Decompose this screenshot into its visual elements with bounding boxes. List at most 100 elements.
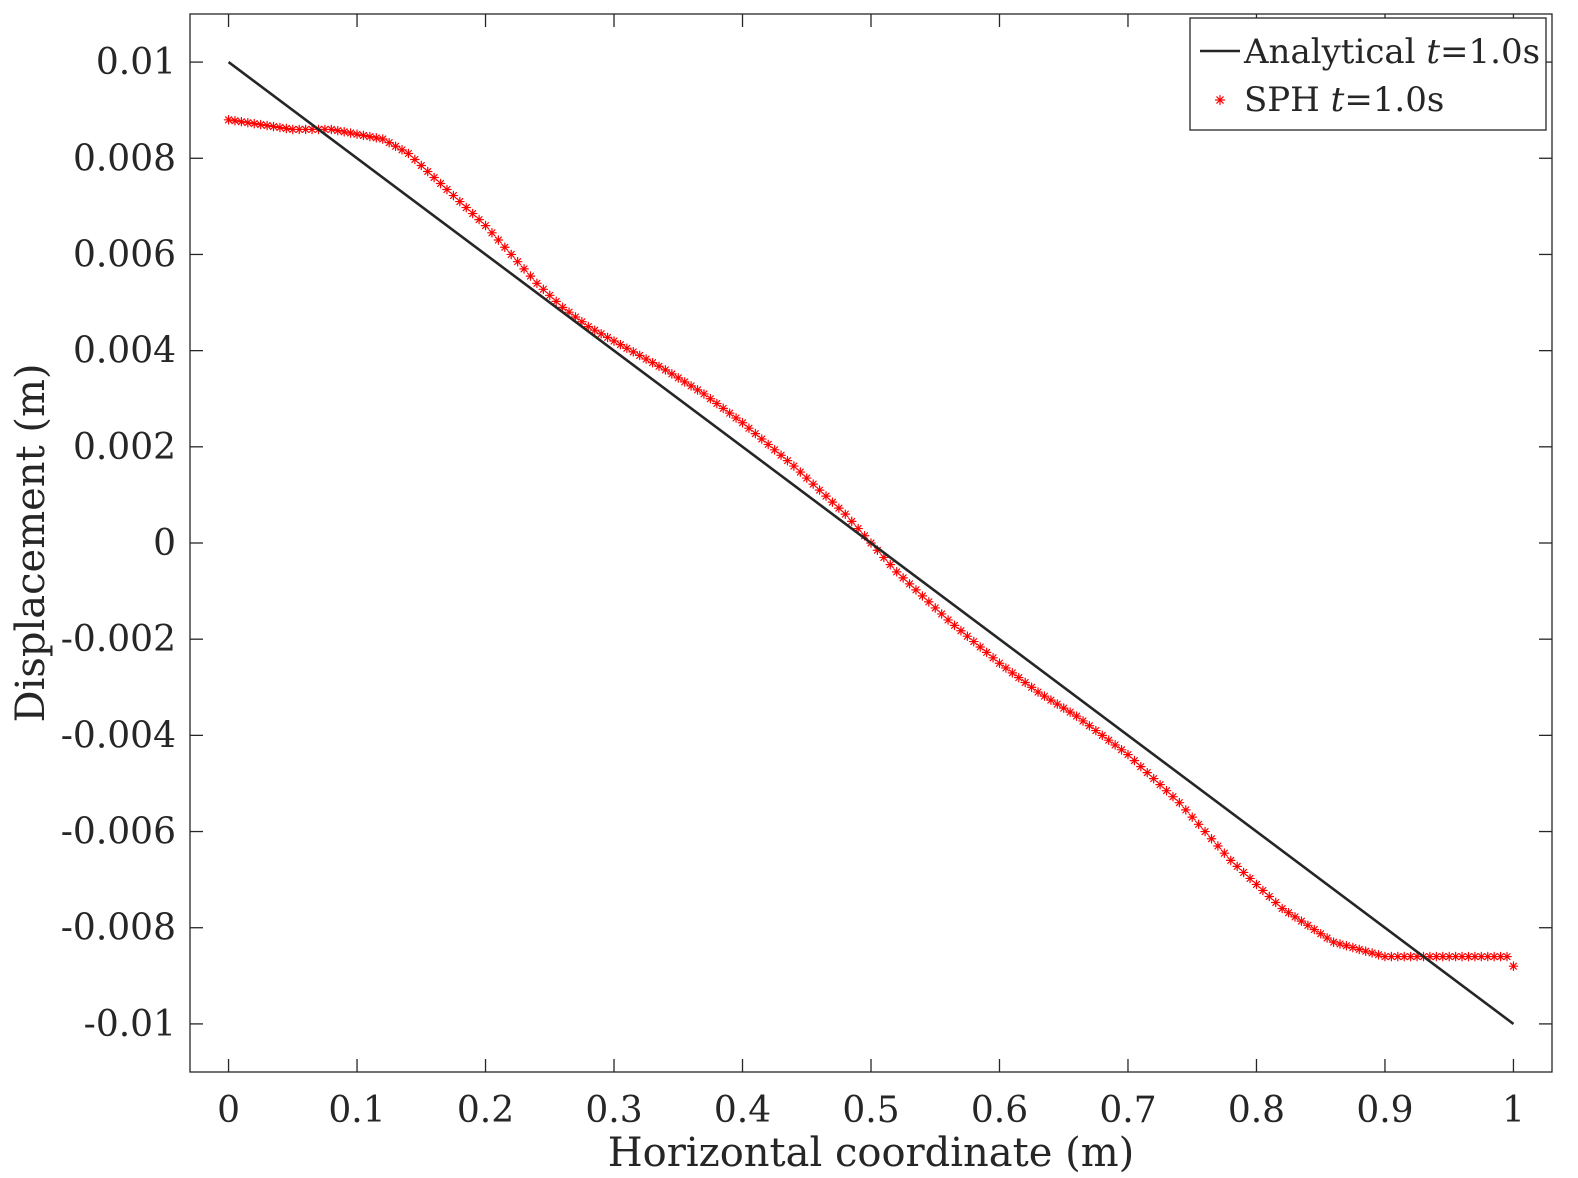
sph-point	[1264, 891, 1275, 902]
sph-point	[249, 118, 260, 129]
sph-point	[705, 393, 716, 404]
sph-point	[1437, 951, 1448, 962]
y-axis-ticks: -0.01 -0.008 -0.006 -0.004 -0.002 0 0.002 0.004…	[61, 42, 1552, 1045]
sph-point	[345, 128, 356, 138]
sph-point	[1489, 951, 1499, 962]
sph-point	[1341, 940, 1352, 951]
sph-point	[1206, 833, 1217, 844]
sph-point	[827, 497, 838, 507]
sph-point	[956, 625, 966, 636]
sph-point	[390, 141, 401, 152]
sph-point	[647, 357, 658, 368]
sph-point	[673, 373, 684, 383]
sph-point	[1007, 668, 1018, 678]
sph-point	[371, 133, 382, 143]
sph-point	[1078, 716, 1088, 726]
sph-point	[789, 461, 799, 471]
sph-point	[255, 119, 266, 130]
sph-point	[435, 178, 446, 189]
sph-point	[885, 559, 896, 570]
legend-analytical-prefix: Analytical	[1243, 32, 1426, 72]
sph-point	[1065, 707, 1075, 717]
sph-point	[634, 350, 645, 361]
sph-point	[352, 129, 362, 140]
y-tick-label: -0.006	[61, 812, 176, 853]
sph-point	[589, 325, 600, 335]
sph-point	[943, 615, 953, 625]
sph-point	[1181, 805, 1191, 815]
sph-point	[1187, 812, 1198, 822]
sph-point	[1444, 951, 1455, 962]
sph-point	[1225, 855, 1236, 866]
sph-point	[519, 264, 529, 274]
sph-point	[461, 202, 472, 213]
sph-point	[1482, 951, 1493, 962]
sph-point	[467, 208, 478, 219]
sph-point	[1450, 951, 1461, 962]
sph-point	[1251, 879, 1262, 890]
x-tick-label: 0.9	[1356, 1090, 1413, 1131]
x-tick-label: 0.5	[842, 1090, 899, 1131]
sph-point	[1213, 841, 1223, 851]
legend-marker-swatch	[1214, 94, 1226, 106]
sph-point	[1309, 924, 1320, 935]
sph-point	[544, 290, 555, 301]
sph-point	[731, 413, 741, 423]
sph-point	[795, 467, 806, 477]
x-tick-label: 0.2	[457, 1090, 514, 1131]
sph-point	[1238, 867, 1249, 878]
sph-point	[814, 485, 825, 495]
sph-point	[981, 647, 992, 658]
sph-point	[1348, 942, 1358, 953]
x-tick-label: 0	[217, 1090, 240, 1131]
sph-point	[243, 117, 253, 128]
x-tick-label: 0.6	[971, 1090, 1028, 1131]
sph-point	[615, 339, 626, 350]
analytical-line	[227, 61, 1515, 1025]
y-tick-label: 0.006	[73, 234, 176, 275]
y-tick-label: 0	[153, 523, 176, 564]
sph-point	[422, 166, 433, 177]
x-axis-ticks: 0 0.1 0.2 0.3 0.4 0.5 0.6 0.7 0.8 0.9 1	[217, 14, 1525, 1131]
x-tick-label: 0.8	[1228, 1090, 1285, 1131]
sph-point	[1142, 767, 1153, 778]
sph-point	[1335, 939, 1345, 949]
sph-point	[609, 336, 619, 346]
sph-point	[455, 196, 465, 207]
sph-point	[377, 134, 388, 144]
sph-point	[763, 439, 774, 450]
y-axis-title: Displacement (m)	[8, 363, 54, 722]
sph-point	[1502, 951, 1512, 962]
y-tick-label: -0.008	[61, 908, 176, 949]
sph-point	[339, 127, 349, 137]
sph-point	[1110, 740, 1120, 750]
sph-point	[300, 124, 311, 135]
sph-point	[750, 428, 761, 439]
y-tick-label: 0.008	[73, 138, 176, 179]
sph-point	[1405, 951, 1416, 962]
sph-point	[776, 450, 786, 461]
sph-point	[904, 579, 915, 589]
sph-point	[911, 585, 921, 595]
sph-point	[840, 509, 851, 519]
sph-point	[1373, 949, 1384, 960]
x-tick-label: 0.3	[585, 1090, 642, 1131]
sph-point	[1168, 791, 1178, 802]
legend-sph-suffix: =1.0s	[1344, 80, 1444, 120]
sph-point	[988, 653, 998, 663]
sph-point	[1136, 761, 1146, 772]
sph-point	[1290, 912, 1300, 922]
sph-point	[1200, 826, 1210, 837]
y-tick-label: -0.004	[61, 715, 176, 756]
sph-point	[448, 190, 459, 201]
sph-point	[667, 369, 677, 379]
sph-point	[487, 228, 497, 238]
sph-point	[1097, 730, 1108, 741]
sph-point	[994, 658, 1005, 669]
sph-point	[332, 125, 343, 136]
sph-point	[891, 567, 902, 577]
sph-point	[262, 120, 272, 131]
sph-point	[1155, 779, 1165, 790]
sph-point	[962, 631, 973, 641]
